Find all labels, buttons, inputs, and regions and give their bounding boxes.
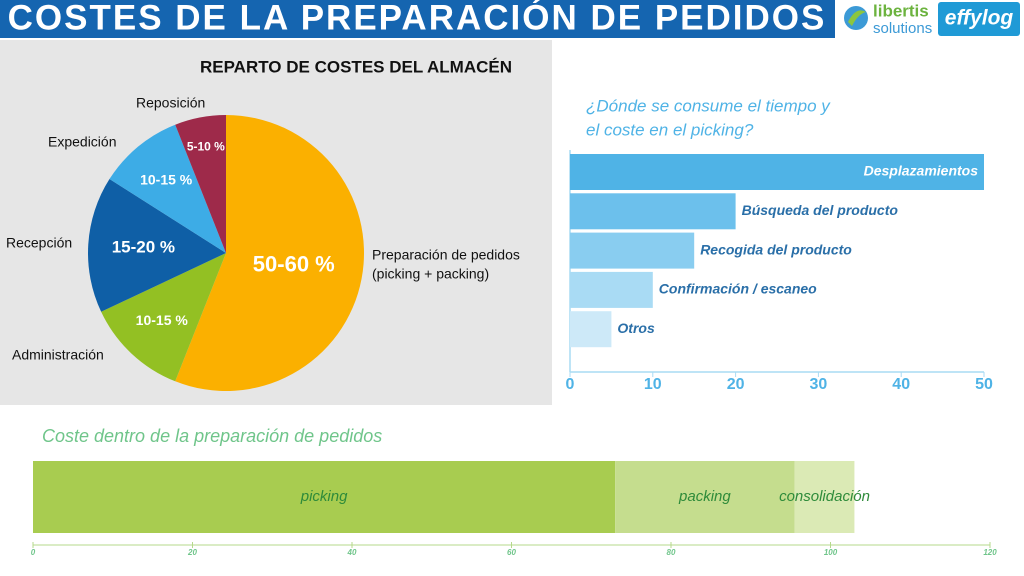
bar-label: Otros	[617, 320, 655, 336]
pie-slice	[175, 115, 226, 253]
bar	[570, 232, 695, 269]
x-tick-label: 40	[347, 548, 357, 557]
bar-label: Búsqueda del producto	[742, 202, 899, 218]
bar-segment	[615, 461, 795, 533]
x-tick-label: 80	[667, 548, 676, 557]
logo-bottom: solutions	[873, 20, 932, 37]
bar	[570, 311, 612, 348]
slice-value-label: 10-15 %	[140, 171, 193, 187]
segment-label: packing	[678, 488, 731, 505]
page-title: COSTES DE LA PREPARACIÓN DE PEDIDOS	[8, 0, 827, 37]
bar-label: Desplazamientos	[864, 163, 979, 179]
bar	[570, 193, 736, 230]
segment-label: picking	[300, 488, 348, 505]
stack-title: Coste dentro de la preparación de pedido…	[42, 426, 382, 446]
x-tick-label: 60	[507, 548, 516, 557]
pie-title: REPARTO DE COSTES DEL ALMACÉN	[200, 57, 512, 76]
x-tick-label: 30	[810, 376, 828, 393]
x-tick-label: 10	[644, 376, 662, 393]
bar-title: ¿Dónde se consume el tiempo y	[586, 96, 831, 115]
x-tick-label: 0	[566, 376, 575, 393]
slice-label: Expedición	[48, 134, 117, 150]
slice-label: Reposición	[136, 95, 205, 111]
bar	[570, 154, 984, 190]
x-tick-label: 120	[983, 548, 997, 557]
brand: effylog	[945, 7, 1014, 30]
bar-segment	[33, 461, 616, 533]
header-band	[0, 0, 835, 38]
slice-value-label: 10-15 %	[136, 312, 189, 328]
slice-label: Administración	[12, 347, 104, 363]
logo-leaf	[848, 10, 866, 26]
slice-value-label: 15-20 %	[112, 237, 175, 256]
pie-slice	[175, 115, 365, 391]
x-tick-label: 20	[187, 548, 197, 557]
pie-slice	[109, 124, 226, 253]
x-tick-label: 0	[31, 548, 36, 557]
x-tick-label: 20	[727, 376, 745, 393]
slice-label: (picking + packing)	[372, 266, 489, 282]
bar-label: Recogida del producto	[700, 241, 852, 257]
bar-title: el coste en el picking?	[586, 120, 754, 139]
segment-label: consolidación	[779, 488, 870, 505]
bar-label: Confirmación / escaneo	[659, 281, 817, 297]
x-tick-label: 40	[892, 376, 910, 393]
bar	[570, 271, 653, 308]
slice-label: Preparación de pedidos	[372, 247, 520, 263]
pie-slice	[101, 253, 226, 382]
bar-segment	[794, 461, 855, 533]
slice-label: Recepción	[6, 235, 72, 251]
slice-value-label: 5-10 %	[187, 139, 225, 153]
pie-slice	[88, 179, 227, 312]
x-tick-label: 100	[824, 548, 838, 557]
logo-top: libertis	[873, 1, 929, 20]
slice-value-label: 50-60 %	[253, 252, 335, 277]
brand-box	[938, 2, 1020, 36]
x-tick-label: 50	[975, 376, 993, 393]
